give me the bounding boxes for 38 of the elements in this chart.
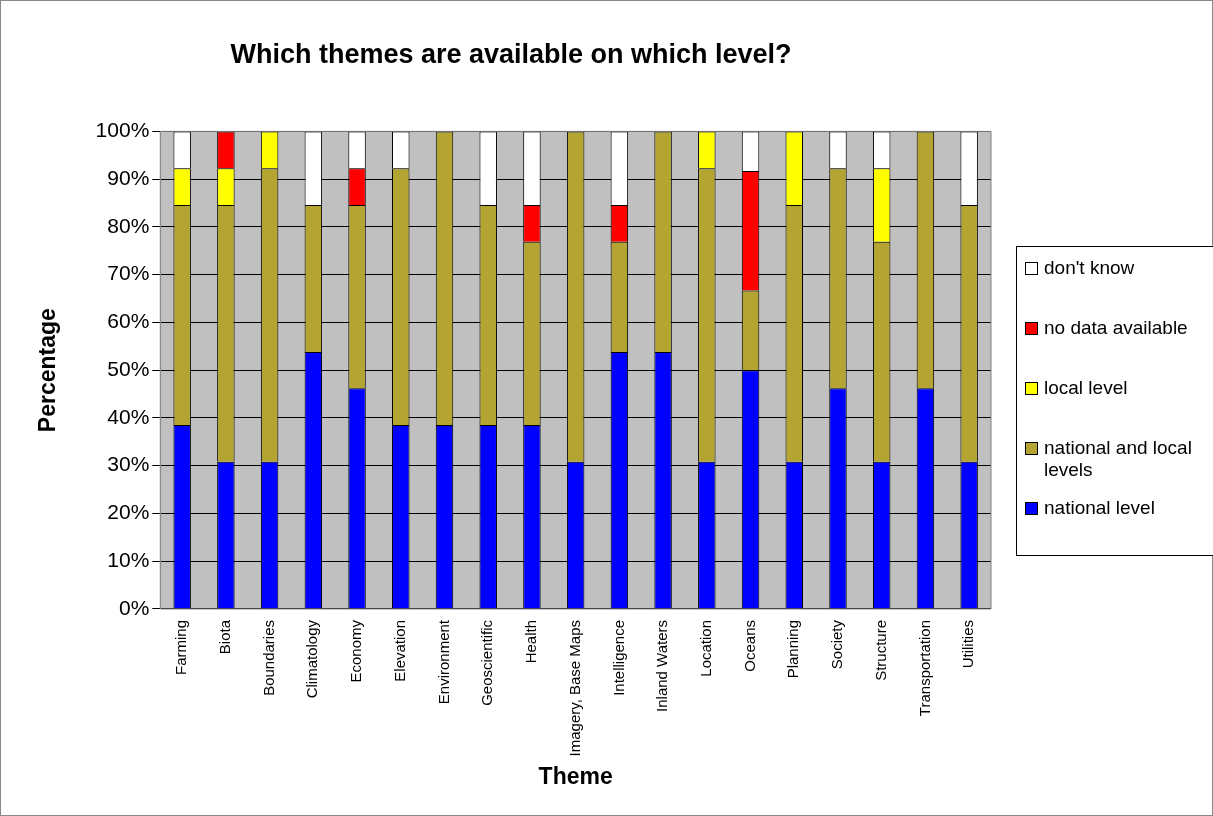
- y-tick-label: 0%: [118, 595, 150, 619]
- y-tick-label: 60%: [107, 309, 150, 333]
- x-tick-label: Farming: [172, 619, 190, 675]
- x-tick-label: Location: [696, 619, 714, 677]
- x-tick-label: Inland Waters: [653, 619, 671, 712]
- y-tick-label: 90%: [107, 165, 150, 189]
- y-tick-label: 80%: [107, 213, 150, 237]
- x-tick-label: Intelligence: [609, 619, 627, 696]
- x-tick-label: Elevation: [390, 619, 408, 682]
- legend-label: national level: [1044, 497, 1155, 519]
- x-tick-label: Geoscientific: [478, 619, 496, 706]
- y-tick-label: 40%: [107, 404, 150, 428]
- legend-label: national and local levels: [1044, 437, 1193, 481]
- legend-label: no data available: [1044, 317, 1188, 339]
- y-tick-label: 20%: [107, 500, 150, 524]
- y-tick-label: 70%: [107, 261, 150, 285]
- chart-title: Which themes are available on which level?: [230, 38, 792, 69]
- x-tick-label: Boundaries: [259, 619, 277, 696]
- x-tick-label: Imagery, Base Maps: [565, 619, 583, 757]
- x-tick-label: Environment: [434, 619, 452, 705]
- legend-label: don't know: [1044, 257, 1135, 279]
- x-axis-title: Theme: [538, 762, 613, 789]
- x-tick-label: Planning: [784, 619, 802, 679]
- legend-label: local level: [1044, 377, 1128, 399]
- x-tick-label: Economy: [347, 619, 365, 683]
- x-tick-label: Biota: [216, 619, 234, 655]
- x-tick-label: Transportation: [915, 619, 933, 717]
- y-axis-title: Percentage: [34, 308, 61, 433]
- x-tick-label: Utilities: [959, 619, 977, 669]
- y-tick-label: 50%: [107, 356, 150, 380]
- y-tick-label: 100%: [95, 118, 150, 142]
- x-tick-label: Oceans: [740, 619, 758, 672]
- x-tick-label: Structure: [871, 619, 889, 681]
- y-tick-label: 30%: [107, 452, 150, 476]
- x-tick-label: Climatology: [303, 619, 321, 699]
- x-tick-label: Society: [828, 619, 846, 670]
- x-tick-label: Health: [522, 619, 540, 664]
- y-tick-label: 10%: [107, 548, 150, 571]
